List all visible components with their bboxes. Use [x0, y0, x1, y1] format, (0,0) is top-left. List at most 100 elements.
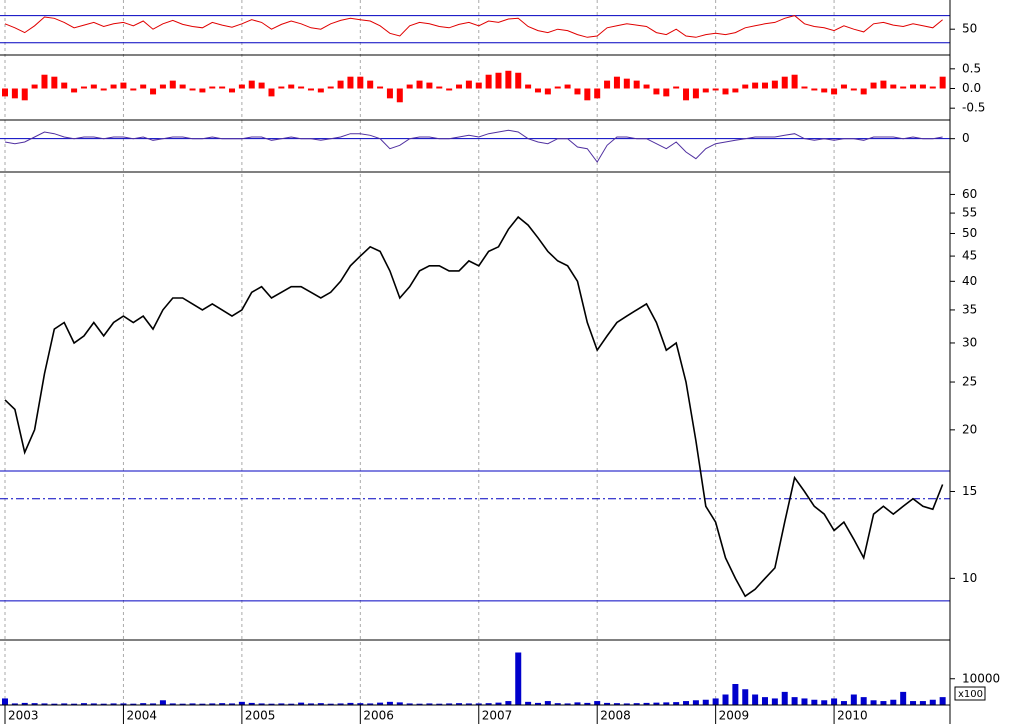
- bar: [110, 84, 117, 89]
- bar: [11, 703, 18, 705]
- bar: [554, 86, 561, 89]
- bar: [702, 88, 709, 93]
- bar: [120, 82, 127, 89]
- bar: [90, 703, 97, 705]
- bar: [327, 703, 334, 705]
- bar: [396, 88, 403, 103]
- bar: [594, 701, 601, 705]
- bar: [821, 88, 828, 93]
- x-tick-label: 2009: [719, 709, 750, 723]
- y-tick-label: 0.5: [962, 61, 981, 75]
- bar: [169, 80, 176, 89]
- data-line: [4, 215, 944, 598]
- x-tick-label: 2005: [245, 709, 276, 723]
- bar: [722, 694, 729, 705]
- bar: [761, 82, 768, 89]
- bar: [51, 76, 58, 89]
- bar: [752, 82, 759, 89]
- bar: [495, 702, 502, 705]
- bar: [258, 82, 265, 89]
- y-tick-label: -0.5: [962, 101, 985, 115]
- bar: [761, 697, 768, 705]
- x-tick-label: 2010: [837, 709, 868, 723]
- bar: [683, 701, 690, 705]
- bar: [140, 84, 147, 89]
- y-tick-label: 15: [962, 484, 977, 498]
- data-line: [4, 129, 943, 163]
- bar: [169, 703, 176, 705]
- bar: [534, 88, 541, 93]
- bar: [613, 703, 620, 705]
- bar: [929, 699, 936, 705]
- bar: [130, 88, 137, 91]
- bar: [288, 84, 295, 89]
- bar: [159, 84, 166, 89]
- bar: [673, 702, 680, 705]
- bar: [821, 700, 828, 705]
- bar: [130, 703, 137, 705]
- bar: [732, 88, 739, 93]
- y-tick-label: 45: [962, 249, 977, 263]
- bar: [209, 703, 216, 705]
- y-tick-label: 50: [962, 22, 977, 36]
- bar: [633, 80, 640, 89]
- bar: [475, 82, 482, 89]
- bar: [327, 86, 334, 89]
- bar: [288, 703, 295, 705]
- bar: [791, 697, 798, 705]
- bar: [150, 88, 157, 95]
- unit-box: [954, 686, 986, 701]
- bar: [189, 703, 196, 705]
- bar: [229, 88, 236, 93]
- bar: [554, 703, 561, 705]
- bar: [41, 703, 48, 705]
- bar: [643, 84, 650, 89]
- bar: [840, 701, 847, 705]
- bar: [594, 88, 601, 99]
- y-tick-label: 20: [962, 422, 977, 436]
- bar: [663, 88, 670, 97]
- bar: [307, 703, 314, 705]
- bar: [801, 86, 808, 89]
- bar: [426, 703, 433, 705]
- bar: [791, 74, 798, 89]
- y-tick-label: 0: [962, 131, 970, 145]
- x-tick-label: 2004: [126, 709, 157, 723]
- bar: [436, 86, 443, 89]
- y-tick-label: 30: [962, 335, 977, 349]
- y-tick-label: 60: [962, 187, 977, 201]
- bar: [525, 84, 532, 89]
- bar: [525, 701, 532, 705]
- bar: [337, 703, 344, 705]
- bar: [446, 88, 453, 91]
- bar: [31, 703, 38, 705]
- bar: [919, 84, 926, 89]
- bar: [386, 701, 393, 705]
- bar: [396, 702, 403, 705]
- bar: [258, 703, 265, 705]
- bar: [742, 84, 749, 89]
- bar: [90, 84, 97, 89]
- bar: [831, 88, 838, 95]
- bar: [456, 84, 463, 89]
- bar: [633, 703, 640, 705]
- y-tick-label: 25: [962, 375, 977, 389]
- y-tick-label: 50: [962, 226, 977, 240]
- bar: [199, 703, 206, 705]
- bar: [534, 702, 541, 705]
- bar: [692, 88, 699, 99]
- bar: [623, 703, 630, 705]
- bar: [159, 700, 166, 705]
- bar: [870, 82, 877, 89]
- x-tick-label: 2003: [8, 709, 39, 723]
- bar: [406, 84, 413, 89]
- bar: [850, 88, 857, 91]
- bar: [71, 703, 78, 705]
- bar: [229, 703, 236, 705]
- bar: [919, 701, 926, 705]
- bar: [436, 703, 443, 705]
- bar: [347, 76, 354, 89]
- bar: [880, 701, 887, 705]
- bar: [11, 88, 18, 99]
